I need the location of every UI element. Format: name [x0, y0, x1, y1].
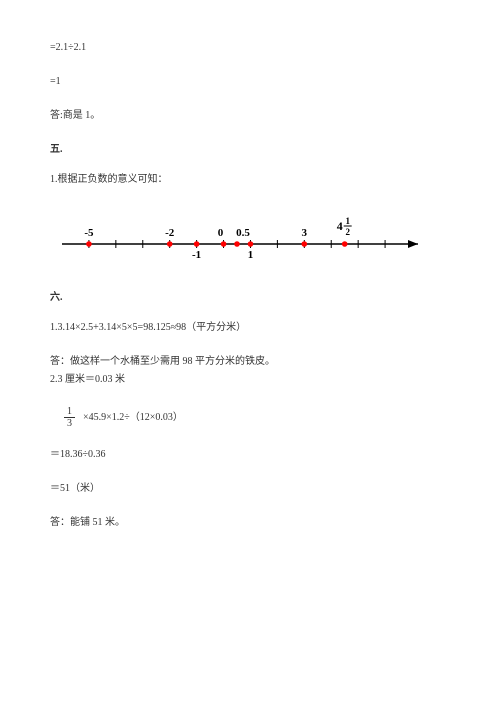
section-6-item-1: 1.3.14×2.5+3.14×5×5=98.125≈98（平方分米） [50, 320, 450, 336]
section-5-item-1: 1.根据正负数的意义可知： [50, 172, 450, 188]
svg-text:4: 4 [337, 219, 343, 233]
equation-line-2: =1 [50, 74, 450, 90]
fraction-denominator: 3 [64, 418, 75, 429]
svg-text:0: 0 [218, 227, 224, 239]
svg-text:3: 3 [302, 227, 308, 239]
svg-text:2: 2 [345, 227, 350, 237]
section-6-title: 六. [50, 290, 450, 306]
svg-text:-2: -2 [165, 227, 175, 239]
section-5-title: 五. [50, 142, 450, 158]
number-line-figure: -5-2-100.513412 [50, 206, 450, 272]
equation-line-3: ＝18.36÷0.36 [50, 447, 450, 463]
equation-line-4: ＝51（米） [50, 481, 450, 497]
svg-text:0.5: 0.5 [236, 227, 250, 239]
svg-text:1: 1 [345, 216, 350, 226]
answer-2: 答：能铺 51 米。 [50, 515, 450, 531]
formula-row: 1 3 ×45.9×1.2÷（12×0.03） [50, 406, 450, 429]
answer-1: 答:商是 1。 [50, 108, 450, 124]
section-6-answer-1: 答：做这样一个水桶至少需用 98 平方分米的铁皮。 [50, 354, 450, 370]
section-6-item-2: 2.3 厘米＝0.03 米 [50, 372, 450, 388]
fraction-numerator: 1 [64, 406, 75, 418]
equation-line-1: =2.1÷2.1 [50, 40, 450, 56]
formula-rest: ×45.9×1.2÷（12×0.03） [83, 410, 183, 426]
svg-text:-5: -5 [84, 227, 94, 239]
svg-text:1: 1 [248, 249, 254, 261]
fraction-one-third: 1 3 [64, 406, 75, 429]
svg-text:-1: -1 [192, 249, 201, 261]
